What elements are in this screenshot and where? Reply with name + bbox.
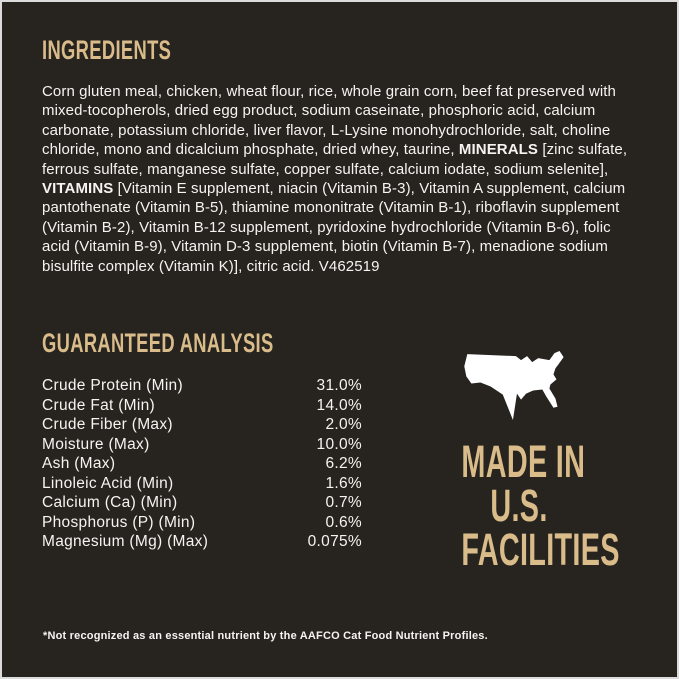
- nutrient-value: 31.0%: [316, 377, 362, 394]
- nutrient-value: 0.6%: [325, 513, 362, 531]
- ingredients-part3: [Vitamin E supplement, niacin (Vitamin B…: [42, 180, 626, 275]
- nutrient-label: Calcium (Ca) (Min): [42, 494, 178, 511]
- guaranteed-analysis-section: GUARANTEED ANALYSIS Crude Protein (Min) …: [42, 328, 362, 552]
- table-row: Ash (Max) 6.2%: [42, 454, 362, 474]
- nutrient-value: 0.7%: [325, 494, 362, 511]
- nutrient-label: Magnesium (Mg) (Max): [42, 533, 209, 550]
- nutrient-label: Crude Fiber (Max): [42, 416, 173, 433]
- guaranteed-analysis-heading: GUARANTEED ANALYSIS: [42, 328, 274, 358]
- minerals-label: MINERALS: [458, 141, 539, 159]
- table-row: Moisture (Max) 10.0%: [42, 435, 362, 455]
- nutrient-label: Ash (Max): [42, 455, 116, 472]
- ingredients-text: Corn gluten meal, chicken, wheat flour, …: [42, 82, 633, 276]
- nutrient-value: 2.0%: [325, 416, 362, 433]
- analysis-table: Crude Protein (Min) 31.0% Crude Fat (Min…: [42, 376, 362, 552]
- ingredients-part1: Corn gluten meal, chicken, wheat flour, …: [42, 83, 616, 159]
- made-in-line2: U.S.: [490, 480, 548, 531]
- made-in-line1: MADE IN: [461, 436, 586, 487]
- nutrient-label: Crude Protein (Min): [42, 377, 183, 394]
- table-row: Linoleic Acid (Min) 1.6%: [42, 474, 362, 494]
- made-in-us-block: MADE IN U.S. FACILITIES: [429, 348, 620, 575]
- table-row: Crude Fiber (Max) 2.0%: [42, 415, 362, 435]
- ingredients-part2: [zinc sulfate, ferrous sulfate, manganes…: [42, 141, 628, 178]
- made-in-text: MADE IN U.S. FACILITIES: [429, 436, 620, 575]
- made-in-line3: FACILITIES: [461, 524, 620, 575]
- nutrient-label: Moisture (Max): [42, 435, 150, 453]
- nutrient-label: Phosphorus (P) (Min): [42, 513, 196, 531]
- table-row: Crude Fat (Min) 14.0%: [42, 396, 362, 416]
- nutrient-label: Linoleic Acid (Min): [42, 474, 174, 492]
- table-row: Calcium (Ca) (Min) 0.7%: [42, 493, 362, 513]
- nutrient-label: Crude Fat (Min): [42, 396, 156, 414]
- footnote: *Not recognized as an essential nutrient…: [43, 630, 488, 642]
- nutrient-value: 1.6%: [325, 474, 362, 492]
- nutrient-value: 6.2%: [325, 455, 362, 472]
- ingredients-heading: INGREDIENTS: [42, 35, 172, 65]
- table-row: Phosphorus (P) (Min) 0.6%: [42, 513, 362, 533]
- nutrient-value: 10.0%: [316, 435, 362, 453]
- nutrient-value: 14.0%: [316, 396, 362, 414]
- table-row: Magnesium (Mg) (Max) 0.075%: [42, 532, 362, 552]
- ingredients-section: INGREDIENTS Corn gluten meal, chicken, w…: [42, 35, 633, 276]
- us-map-icon: [464, 351, 564, 420]
- vitamins-label: VITAMINS: [42, 180, 114, 198]
- table-row: Crude Protein (Min) 31.0%: [42, 376, 362, 396]
- nutrient-value: 0.075%: [307, 533, 362, 550]
